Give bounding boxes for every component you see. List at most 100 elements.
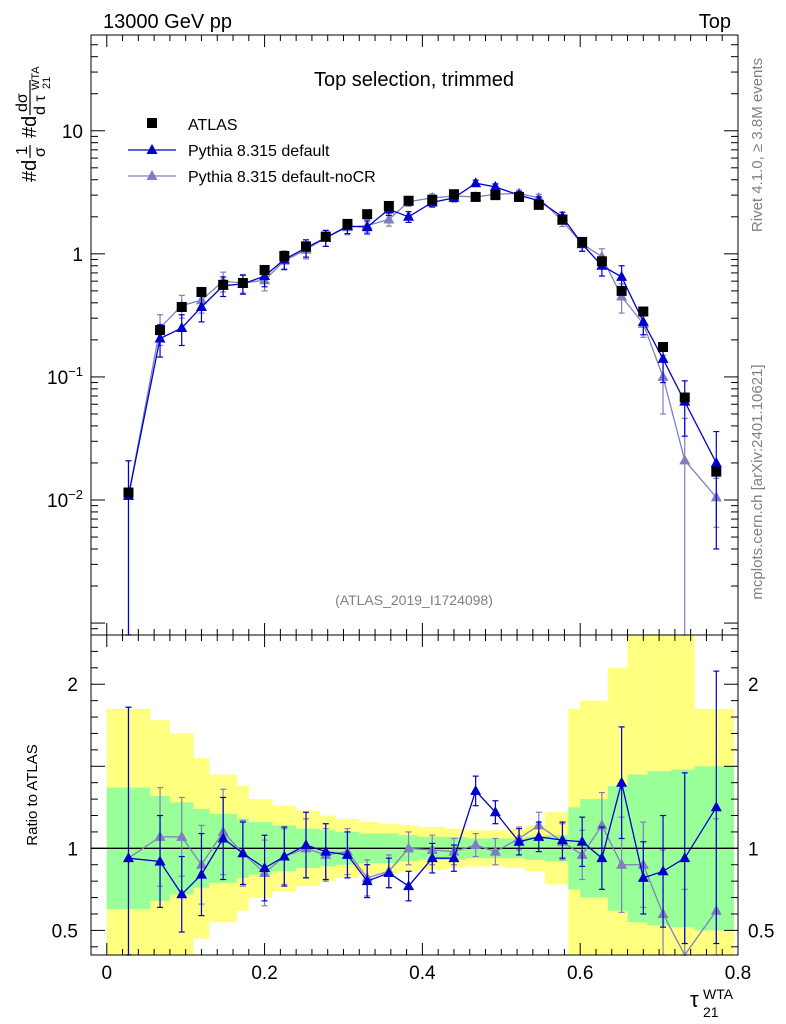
ratio-pythia-point [513, 835, 525, 846]
atlas-point [711, 466, 722, 477]
ylabel-part-a: #d [19, 160, 41, 182]
atlas-point [155, 325, 166, 336]
y-tick-label-ratio-left: 0.5 [52, 921, 78, 942]
legend-label-nocr: Pythia 8.315 default-noCR [188, 169, 376, 186]
pythia-point [710, 456, 722, 467]
ratio-pythia-point [154, 855, 166, 866]
legend-marker-triangle-blue [146, 144, 158, 154]
plot-title: Top selection, trimmed [314, 69, 514, 91]
atlas-point [470, 191, 481, 202]
atlas-point [427, 194, 438, 205]
ylabel-part-g: WTA [30, 66, 42, 90]
ratio-plot-data [122, 670, 722, 957]
ratio-pythia-point [470, 784, 482, 795]
atlas-point [301, 241, 312, 252]
atlas-point [577, 236, 588, 247]
y-tick-label-ratio-right: 1 [748, 839, 759, 860]
pythia-point [489, 180, 501, 191]
ratio-pythia-point [576, 835, 588, 846]
atlas-point [679, 392, 690, 403]
atlas-point [237, 277, 248, 288]
atlas-point [557, 214, 568, 225]
ratio-pythia-point [710, 801, 722, 812]
y-tick-label-main: 1 [72, 245, 83, 266]
ratio-pythia-point [122, 852, 134, 863]
atlas-point [320, 231, 331, 242]
ratio-plot-frame [90, 634, 739, 956]
ratio-pythia-point [556, 834, 568, 845]
y-tick-label-main: 10 [62, 122, 83, 143]
ratio-pythia-point [637, 871, 649, 882]
xlabel-sup: WTA [703, 986, 734, 1002]
legend-marker-square [147, 118, 157, 128]
x-tick-label: 0.4 [409, 963, 436, 984]
pythia-line [127, 182, 717, 497]
pythia-point [657, 352, 669, 363]
atlas-point [533, 199, 544, 210]
legend: ATLAS Pythia 8.315 default Pythia 8.315 … [128, 117, 376, 186]
ylabel-part-b: 1 [14, 146, 31, 155]
ratio-pythia-point [383, 866, 395, 877]
x-tick-label: 0 [101, 963, 112, 984]
atlas-point [616, 285, 627, 296]
y-tick-label-ratio-right: 0.5 [748, 921, 774, 942]
atlas-point [514, 191, 525, 202]
atlas-point [176, 301, 187, 312]
main-plot-data [122, 177, 722, 636]
x-tick-label: 0.2 [251, 963, 277, 984]
ylabel-part-c: σ [32, 147, 49, 157]
y-tick-label-ratio-left: 2 [67, 675, 78, 696]
nocr-point [679, 454, 691, 465]
atlas-point [383, 200, 394, 211]
y-tick-label-ratio-right: 2 [748, 675, 759, 696]
ratio-pythia-point [533, 830, 545, 841]
pythia-point [470, 177, 482, 188]
atlas-point [196, 286, 207, 297]
pythia-point [154, 332, 166, 343]
atlas-point [123, 487, 134, 498]
atlas-point [596, 256, 607, 267]
pythia-point [616, 270, 628, 281]
ratio-pythia-point [361, 875, 373, 886]
legend-entry-atlas: ATLAS [147, 117, 238, 134]
ratio-pythia-point [489, 806, 501, 817]
analysis-id: (ATLAS_2019_I1724098) [335, 592, 493, 608]
atlas-point [279, 251, 290, 262]
ratio-nocr-point [489, 845, 501, 856]
atlas-point [362, 209, 373, 220]
ratio-pythia-point [217, 832, 229, 843]
pythia-point [361, 221, 373, 232]
ratio-nocr-point [470, 839, 482, 850]
y-tick-label-main: 10−2 [47, 487, 83, 512]
ratio-pythia-point [195, 868, 207, 879]
y-axis-label-ratio: Ratio to ATLAS [24, 744, 41, 845]
ylabel-part-e: dσ [14, 93, 31, 112]
ratio-nocr-point [403, 842, 415, 853]
header-left: 13000 GeV pp [103, 11, 232, 33]
ratio-pythia-point [616, 776, 628, 787]
xlabel-sub: 21 [703, 1004, 719, 1020]
pythia-point [195, 300, 207, 311]
ratio-pythia-line [128, 782, 717, 896]
ratio-pythia-point [320, 845, 332, 856]
x-axis-label: τ WTA 21 [690, 986, 734, 1020]
y-tick-label-ratio-left: 1 [67, 839, 78, 860]
header-right: Top [699, 11, 731, 33]
atlas-point [490, 190, 501, 201]
atlas-point [403, 195, 414, 206]
axes-ticks: 0 0.2 0.4 0.6 0.8 10−2 10−1 1 10 0.5 0.5 1 1 2 2 [47, 34, 774, 984]
pythia-point [259, 270, 271, 281]
ratio-pythia-point [679, 852, 691, 863]
ratio-pythia-point [278, 850, 290, 861]
atlas-point [259, 264, 270, 275]
ratio-pythia-point [657, 865, 669, 876]
ylabel-part-f: d τ [32, 95, 49, 115]
ratio-nocr-line [128, 824, 717, 957]
ratio-pythia-point [237, 847, 249, 858]
ratio-nocr-point [176, 830, 188, 841]
pythia-point [176, 321, 188, 332]
ratio-pythia-point [341, 848, 353, 859]
x-tick-label: 0.6 [567, 963, 593, 984]
ratio-nocr-point [616, 858, 628, 869]
